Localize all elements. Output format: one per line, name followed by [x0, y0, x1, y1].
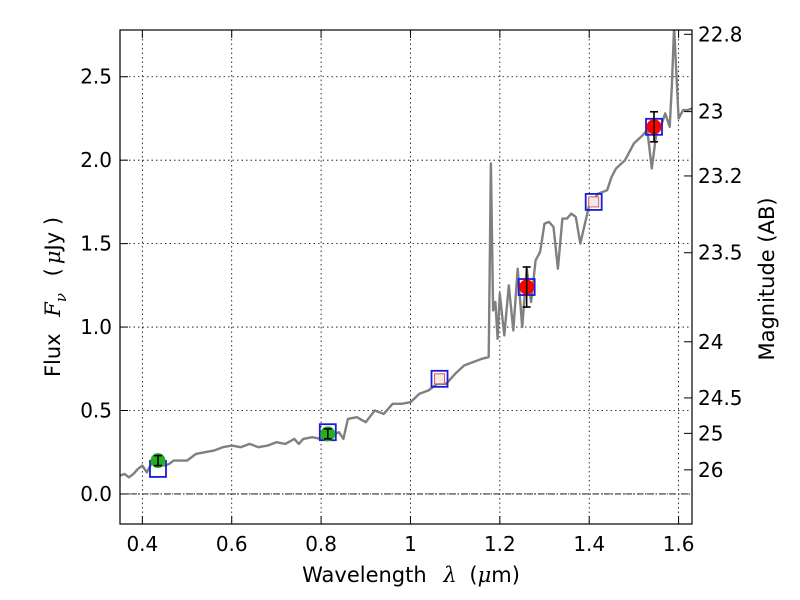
y-axis-label-rest: Jy )	[41, 217, 65, 253]
y2-tick-label: 23	[698, 100, 723, 124]
model-band-flux-marker	[584, 192, 603, 211]
x-axis-label: Wavelength λ (μm)	[302, 563, 520, 587]
y2-tick-label: 23.5	[698, 241, 743, 265]
x-tick-label: 1.6	[663, 532, 695, 556]
x-axis-label-open: (	[469, 563, 477, 587]
x-tick-label: 1.2	[484, 532, 516, 556]
y-axis-label-prefix: Flux	[41, 333, 65, 377]
x-axis-label-rest: m)	[491, 563, 520, 587]
model-sed-line	[120, 30, 692, 479]
x-tick-label: 1	[404, 532, 417, 556]
ticks: 0.4 0.6 0.8 1 1.2 1.4 1.6 0.0 0.5 1.0 1.5 2.0 2.5 22.…	[80, 22, 742, 556]
y-tick-label: 1.5	[80, 232, 112, 256]
x-tick-label: 0.8	[305, 532, 337, 556]
y2-tick-label: 25	[698, 421, 723, 445]
series-layer	[120, 30, 692, 479]
y2-tick-label: 26	[698, 458, 723, 482]
x-tick-label: 0.4	[126, 532, 158, 556]
y-tick-label: 2.5	[80, 65, 112, 89]
y2-tick-label: 24	[698, 330, 723, 354]
y-axis-label-sub: ν	[52, 293, 70, 302]
x-axis-label-mu: μ	[478, 563, 492, 587]
x-tick-label: 0.6	[216, 532, 248, 556]
y2-axis-label: Magnitude (AB)	[755, 197, 779, 360]
upper-limit-marker	[588, 196, 600, 208]
y-tick-label: 0.0	[80, 482, 112, 506]
y-axis-label-mu: μ	[41, 250, 65, 264]
y-axis-label-var: F	[41, 301, 65, 318]
model-band-flux-marker	[430, 369, 449, 388]
upper-limit-marker	[434, 373, 446, 385]
grid	[120, 30, 692, 524]
x-axis-label-var: λ	[442, 563, 456, 587]
x-axis-label-prefix: Wavelength	[302, 563, 427, 587]
y-axis-label-open: (	[41, 268, 65, 276]
x-tick-label: 1.4	[573, 532, 605, 556]
plot-area	[120, 30, 692, 479]
y-axis-label: Flux Fν ( μJy )	[41, 217, 71, 377]
y2-tick-label: 24.5	[698, 386, 743, 410]
y-tick-label: 1.0	[80, 315, 112, 339]
plot-frame	[119, 29, 693, 525]
y2-tick-label: 23.2	[698, 164, 743, 188]
y-tick-label: 2.0	[80, 148, 112, 172]
y2-tick-label: 22.8	[698, 22, 743, 46]
y-tick-label: 0.5	[80, 399, 112, 423]
